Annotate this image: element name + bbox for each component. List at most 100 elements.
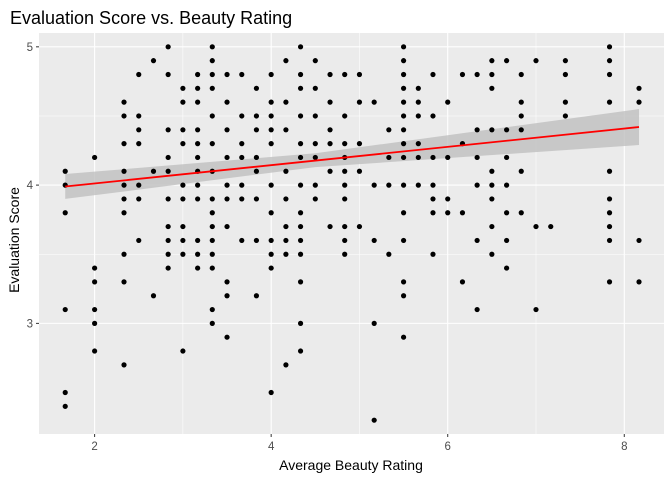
data-point <box>253 293 260 299</box>
data-point <box>121 182 127 188</box>
data-point <box>342 113 348 119</box>
data-point <box>489 168 495 174</box>
data-point <box>253 196 260 202</box>
data-point <box>283 362 289 368</box>
data-point <box>209 58 215 64</box>
data-point <box>606 71 613 78</box>
data-point <box>518 71 524 78</box>
data-point <box>489 223 495 230</box>
data-point <box>224 99 230 105</box>
data-point <box>371 320 377 326</box>
data-point <box>92 348 98 354</box>
data-point <box>92 279 98 285</box>
data-point <box>371 99 377 105</box>
data-point <box>606 237 613 244</box>
data-point <box>504 237 510 244</box>
data-point <box>400 237 407 244</box>
data-point <box>195 182 201 188</box>
data-point <box>253 85 260 91</box>
data-point <box>253 127 260 133</box>
data-point <box>342 182 348 188</box>
data-point <box>92 265 98 271</box>
data-point <box>371 417 377 423</box>
data-point <box>400 182 407 188</box>
data-point <box>297 223 304 230</box>
data-point <box>180 99 186 105</box>
data-point <box>297 182 304 188</box>
data-point <box>297 44 304 50</box>
data-point <box>268 237 274 244</box>
data-point <box>297 348 304 354</box>
data-point <box>474 154 480 161</box>
data-point <box>636 237 642 244</box>
data-point <box>636 99 642 105</box>
data-point <box>297 141 304 147</box>
x-axis-ticks: 2 4 6 8 <box>91 434 627 453</box>
y-axis-ticks: 3 4 5 <box>27 42 39 330</box>
data-point <box>606 279 613 285</box>
data-point <box>283 237 289 244</box>
data-point <box>297 237 304 244</box>
data-point <box>195 71 201 78</box>
data-point <box>400 154 407 161</box>
data-point <box>415 141 421 147</box>
data-point <box>268 113 274 119</box>
data-point <box>430 251 436 257</box>
data-point <box>297 251 304 257</box>
data-point <box>62 403 68 409</box>
data-point <box>312 113 318 119</box>
data-point <box>209 210 215 216</box>
data-point <box>268 127 274 133</box>
data-point <box>606 168 613 174</box>
data-point <box>415 85 421 91</box>
data-point <box>400 127 407 133</box>
data-point <box>445 99 451 105</box>
data-point <box>400 210 407 216</box>
data-point <box>224 279 230 285</box>
data-point <box>504 58 510 64</box>
data-point <box>195 99 201 105</box>
data-point <box>62 210 68 216</box>
data-point <box>327 127 333 133</box>
data-points <box>62 44 642 423</box>
data-point <box>92 154 98 161</box>
data-point <box>327 99 333 105</box>
data-point <box>92 320 98 326</box>
data-point <box>209 141 215 147</box>
data-point <box>209 196 215 202</box>
data-point <box>136 182 142 188</box>
y-tick-label: 4 <box>27 180 34 192</box>
data-point <box>297 279 304 285</box>
data-point <box>504 154 510 161</box>
data-point <box>430 113 436 119</box>
data-point <box>342 237 348 244</box>
data-point <box>533 223 539 230</box>
data-point <box>297 210 304 216</box>
data-point <box>209 237 215 244</box>
data-point <box>342 223 348 230</box>
data-point <box>312 182 318 188</box>
data-point <box>195 237 201 244</box>
data-point <box>283 58 289 64</box>
data-point <box>548 223 554 230</box>
data-point <box>209 223 215 230</box>
regression-line-path <box>65 126 640 188</box>
data-point <box>415 99 421 105</box>
data-point <box>121 196 127 202</box>
data-point <box>121 210 127 216</box>
data-point <box>239 237 245 244</box>
chart-title: Evaluation Score vs. Beauty Rating <box>10 8 292 28</box>
data-point <box>489 196 495 202</box>
data-point <box>415 154 421 161</box>
data-point <box>253 113 260 119</box>
data-point <box>312 58 318 64</box>
data-point <box>195 196 201 202</box>
data-point <box>474 237 480 244</box>
data-point <box>180 85 186 91</box>
data-point <box>356 99 363 105</box>
data-point <box>606 223 613 230</box>
data-point <box>165 196 171 202</box>
data-point <box>489 251 495 257</box>
data-point <box>121 113 127 119</box>
data-point <box>297 113 304 119</box>
